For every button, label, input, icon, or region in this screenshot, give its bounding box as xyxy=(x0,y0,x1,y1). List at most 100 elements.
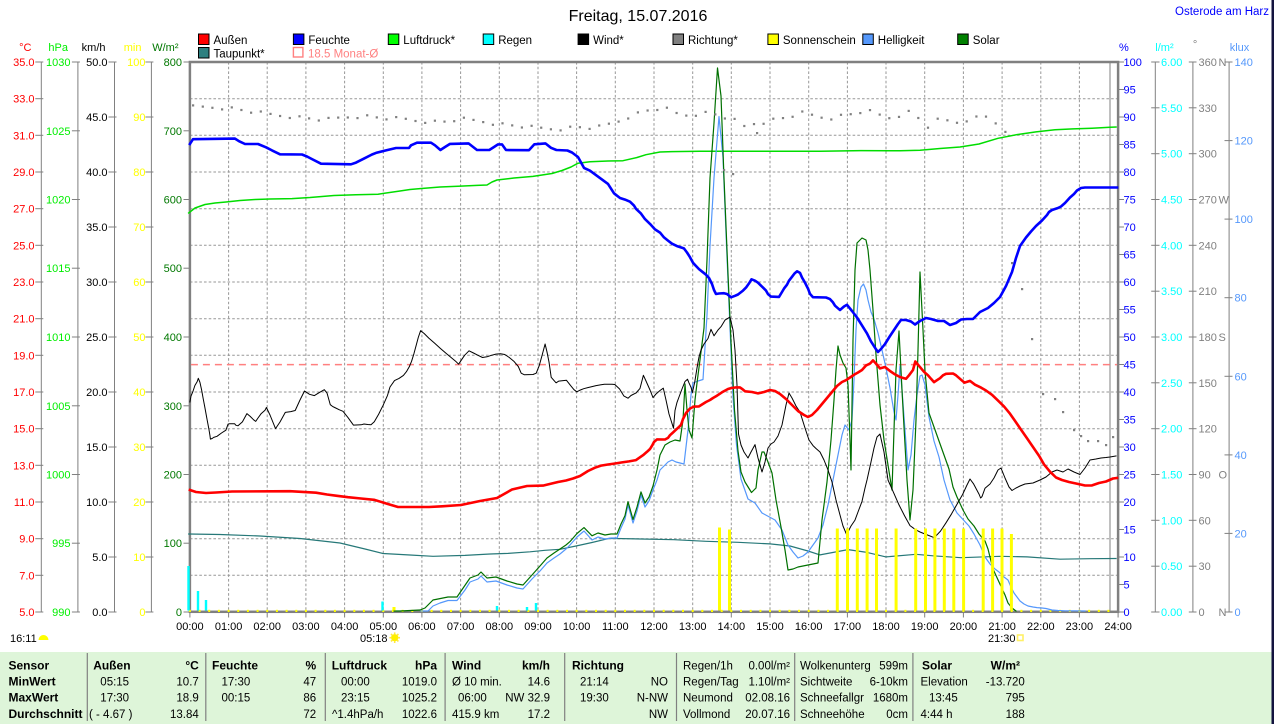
svg-text:Außen: Außen xyxy=(214,35,248,47)
svg-text:60: 60 xyxy=(1199,515,1211,527)
svg-text:6-10km: 6-10km xyxy=(870,676,908,688)
svg-text:Regen: Regen xyxy=(498,35,532,47)
svg-text:Osterode am Harz: Osterode am Harz xyxy=(1175,6,1269,18)
svg-text:60: 60 xyxy=(133,277,145,289)
svg-text:29.0: 29.0 xyxy=(13,167,34,179)
svg-text:Richtung*: Richtung* xyxy=(688,35,738,47)
svg-text:17:30: 17:30 xyxy=(222,676,251,688)
svg-text:S: S xyxy=(1219,332,1226,344)
svg-text:10: 10 xyxy=(133,552,145,564)
svg-text:03:00: 03:00 xyxy=(292,621,320,633)
svg-text:1020: 1020 xyxy=(46,195,70,207)
svg-text:km/h: km/h xyxy=(82,42,106,54)
svg-text:0: 0 xyxy=(1199,607,1205,619)
svg-text:5.00: 5.00 xyxy=(1161,149,1182,161)
svg-text:0: 0 xyxy=(139,607,145,619)
svg-text:18:00: 18:00 xyxy=(872,621,900,633)
svg-text:km/h: km/h xyxy=(522,659,550,673)
svg-text:N: N xyxy=(1219,607,1227,619)
svg-text:Ø 10 min.: Ø 10 min. xyxy=(452,676,502,688)
svg-text:Solar: Solar xyxy=(973,35,1000,47)
svg-text:10.7: 10.7 xyxy=(176,676,198,688)
svg-text:°C: °C xyxy=(185,659,199,673)
svg-text:65: 65 xyxy=(1124,250,1136,262)
svg-text:17:00: 17:00 xyxy=(834,621,862,633)
svg-text:W: W xyxy=(1219,195,1230,207)
svg-text:NO: NO xyxy=(651,676,668,688)
svg-text:22:00: 22:00 xyxy=(1027,621,1055,633)
svg-text:40: 40 xyxy=(133,387,145,399)
svg-text:04:00: 04:00 xyxy=(331,621,359,633)
svg-text:02.08.16: 02.08.16 xyxy=(745,693,790,705)
svg-text:%: % xyxy=(306,659,317,673)
svg-text:08:00: 08:00 xyxy=(486,621,514,633)
svg-text:Luftdruck*: Luftdruck* xyxy=(403,35,455,47)
svg-text:100: 100 xyxy=(1124,57,1142,69)
svg-text:01:00: 01:00 xyxy=(215,621,243,633)
svg-text:l/m²: l/m² xyxy=(1155,42,1174,54)
svg-text:45.0: 45.0 xyxy=(86,112,107,124)
svg-text:300: 300 xyxy=(1199,149,1217,161)
svg-text:795: 795 xyxy=(1006,693,1025,705)
svg-text:05:00: 05:00 xyxy=(370,621,398,633)
svg-text:16:00: 16:00 xyxy=(795,621,823,633)
svg-text:60: 60 xyxy=(1124,277,1136,289)
svg-text:Wolkenunterg: Wolkenunterg xyxy=(800,661,871,673)
svg-text:30: 30 xyxy=(133,442,145,454)
svg-text:23:15: 23:15 xyxy=(341,693,370,705)
svg-text:O: O xyxy=(1219,470,1228,482)
svg-text:80: 80 xyxy=(1124,167,1136,179)
svg-text:500: 500 xyxy=(164,263,182,275)
svg-text:Luftdruck: Luftdruck xyxy=(332,659,388,673)
svg-text:27.0: 27.0 xyxy=(13,204,34,216)
svg-text:40: 40 xyxy=(1124,387,1136,399)
svg-text:19:30: 19:30 xyxy=(580,693,609,705)
svg-text:Wind: Wind xyxy=(452,659,481,673)
svg-text:72: 72 xyxy=(303,709,316,721)
svg-text:200: 200 xyxy=(164,470,182,482)
svg-text:360: 360 xyxy=(1199,57,1217,69)
svg-text:24:00: 24:00 xyxy=(1104,621,1132,633)
svg-text:95: 95 xyxy=(1124,85,1136,97)
svg-text:min: min xyxy=(124,42,142,54)
svg-text:210: 210 xyxy=(1199,286,1217,298)
svg-text:13.0: 13.0 xyxy=(13,460,34,472)
svg-text:N: N xyxy=(1219,57,1227,69)
svg-text:5: 5 xyxy=(1124,580,1130,592)
svg-text:5.0: 5.0 xyxy=(92,552,107,564)
svg-text:4:44 h: 4:44 h xyxy=(921,709,953,721)
svg-text:240: 240 xyxy=(1199,240,1217,252)
svg-text:Sichtweite: Sichtweite xyxy=(800,676,852,688)
svg-text:15.0: 15.0 xyxy=(86,442,107,454)
svg-text:Regen/1h: Regen/1h xyxy=(683,661,733,673)
svg-text:990: 990 xyxy=(52,607,70,619)
svg-text:Regen/Tag: Regen/Tag xyxy=(683,676,739,688)
svg-text:70: 70 xyxy=(1124,222,1136,234)
svg-text:33.0: 33.0 xyxy=(13,94,34,106)
svg-text:25.0: 25.0 xyxy=(13,240,34,252)
svg-text:17.0: 17.0 xyxy=(13,387,34,399)
svg-text:2.00: 2.00 xyxy=(1161,424,1182,436)
svg-text:300: 300 xyxy=(164,401,182,413)
svg-text:25: 25 xyxy=(1124,470,1136,482)
svg-text:55: 55 xyxy=(1124,305,1136,317)
svg-text:05:18: 05:18 xyxy=(360,633,388,645)
svg-text:Neumond: Neumond xyxy=(683,693,733,705)
svg-text:330: 330 xyxy=(1199,103,1217,115)
svg-text:1000: 1000 xyxy=(46,470,70,482)
svg-text:16:11: 16:11 xyxy=(10,633,37,645)
svg-text:47: 47 xyxy=(303,676,316,688)
svg-text:3.00: 3.00 xyxy=(1161,332,1182,344)
svg-text:21:14: 21:14 xyxy=(580,676,609,688)
svg-text:599m: 599m xyxy=(879,661,908,673)
svg-text:18.5 Monat-Ø: 18.5 Monat-Ø xyxy=(308,49,378,61)
svg-text:23:00: 23:00 xyxy=(1066,621,1094,633)
svg-text:50: 50 xyxy=(133,332,145,344)
svg-text:02:00: 02:00 xyxy=(253,621,281,633)
svg-text:40: 40 xyxy=(1235,450,1247,462)
svg-text:800: 800 xyxy=(164,57,182,69)
svg-text:30.0: 30.0 xyxy=(86,277,107,289)
svg-text:1010: 1010 xyxy=(46,332,70,344)
svg-text:17:30: 17:30 xyxy=(100,693,129,705)
svg-text:150: 150 xyxy=(1199,378,1217,390)
